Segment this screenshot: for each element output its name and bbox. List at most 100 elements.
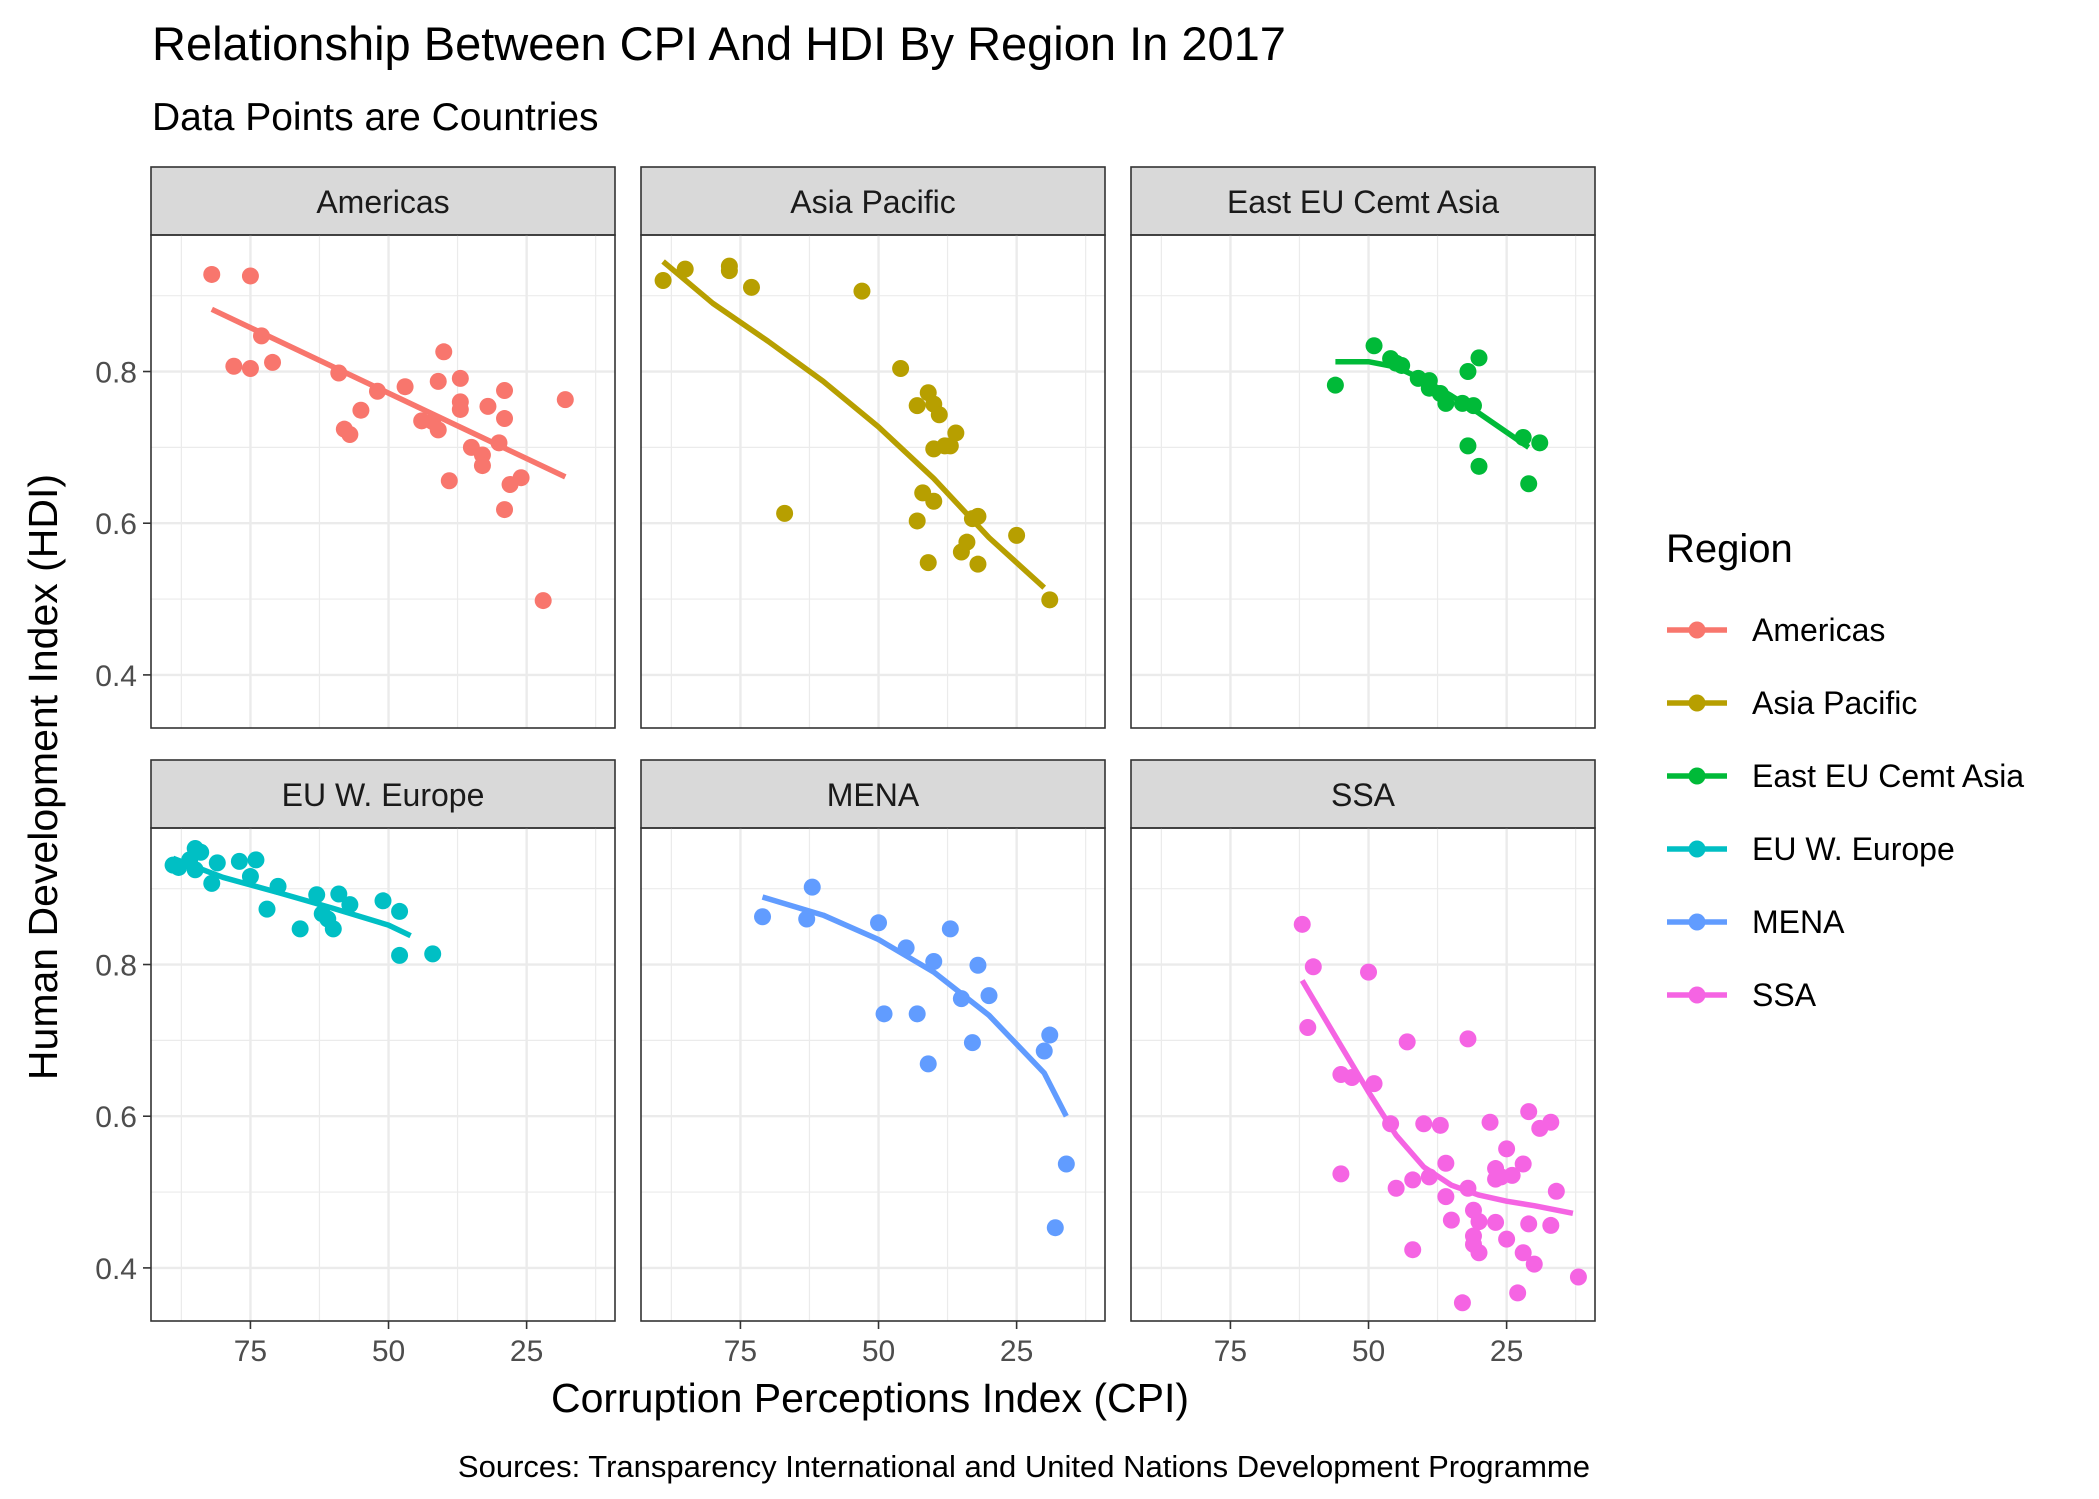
data-point-americas: [496, 381, 514, 399]
data-point-eu-w-europe: [308, 886, 326, 904]
data-point-americas: [264, 353, 282, 371]
y-tick-label: 0.6: [95, 1101, 137, 1134]
data-point-mena: [1035, 1042, 1053, 1060]
data-point-ssa: [1360, 963, 1378, 981]
data-point-mena: [980, 987, 998, 1005]
legend-key-point-mena: [1688, 913, 1706, 931]
data-point-eu-w-europe: [258, 900, 276, 918]
legend-label-eu-w-europe: EU W. Europe: [1752, 831, 1955, 867]
legend-item-americas: Americas: [1667, 612, 1885, 648]
data-point-americas: [429, 421, 447, 439]
data-point-ssa: [1525, 1255, 1543, 1273]
data-point-ssa: [1542, 1216, 1560, 1234]
facet-strip-label-asia-pacific: Asia Pacific: [790, 184, 955, 220]
facet-eu-w-europe: EU W. Europe 0.4 0.6 0.8 75 50 25: [95, 759, 616, 1368]
panel-border-asia-pacific: [640, 234, 1106, 729]
data-point-americas: [241, 267, 259, 285]
data-point-mena: [754, 908, 772, 926]
data-point-asia-pacific: [908, 512, 926, 530]
trend-line-east-eu-cemt-asia: [1335, 358, 1531, 450]
x-tick-label: 25: [1000, 1335, 1033, 1368]
data-point-east-eu-cemt-asia: [1459, 437, 1477, 455]
data-point-asia-pacific: [958, 533, 976, 551]
data-point-asia-pacific: [941, 437, 959, 455]
data-point-asia-pacific: [930, 406, 948, 424]
data-point-ssa: [1332, 1165, 1350, 1183]
y-axis-label: Human Development Index (HDI): [20, 474, 66, 1080]
chart-title: Relationship Between CPI And HDI By Regi…: [152, 17, 1286, 70]
data-point-ssa: [1569, 1268, 1587, 1286]
data-point-asia-pacific: [853, 282, 871, 300]
data-point-eu-w-europe: [192, 843, 210, 861]
facet-strip-ssa: [1130, 759, 1596, 829]
facet-strip-east-eu-cemt-asia: [1130, 166, 1596, 236]
data-point-americas: [203, 265, 221, 283]
data-point-ssa: [1520, 1215, 1538, 1233]
data-point-americas: [496, 501, 514, 519]
data-point-americas: [341, 425, 359, 443]
data-point-americas: [241, 359, 259, 377]
data-point-eu-w-europe: [424, 945, 442, 963]
facet-strip-asia-pacific: [640, 166, 1106, 236]
data-point-ssa: [1470, 1213, 1488, 1231]
data-point-ssa: [1299, 1018, 1317, 1036]
data-point-ssa: [1470, 1244, 1488, 1262]
x-tick-label: 75: [234, 1335, 267, 1368]
data-point-eu-w-europe: [247, 851, 265, 869]
data-point-ssa: [1487, 1213, 1505, 1231]
data-point-eu-w-europe: [203, 874, 221, 892]
legend-title: Region: [1666, 527, 1793, 571]
data-point-eu-w-europe: [241, 868, 259, 886]
data-point-eu-w-europe: [330, 885, 348, 903]
data-point-eu-w-europe: [208, 854, 226, 872]
x-tick-label: 25: [510, 1335, 543, 1368]
data-point-ssa: [1387, 1179, 1405, 1197]
data-point-mena: [798, 910, 816, 928]
data-point-eu-w-europe: [291, 920, 309, 938]
legend-item-east-eu-cemt-asia: East EU Cemt Asia: [1667, 758, 2024, 794]
data-point-ssa: [1481, 1113, 1499, 1131]
data-point-americas: [225, 357, 243, 375]
data-point-americas: [440, 472, 458, 490]
data-point-ssa: [1520, 1103, 1538, 1121]
data-point-ssa: [1503, 1166, 1521, 1184]
facet-strip-eu-w-europe: [150, 759, 616, 829]
data-point-ssa: [1293, 915, 1311, 933]
facet-strip-mena: [640, 759, 1106, 829]
data-point-ssa: [1437, 1154, 1455, 1172]
facet-strip-label-ssa: SSA: [1331, 777, 1396, 813]
x-tick-label: 75: [1214, 1335, 1247, 1368]
y-tick-label: 0.6: [95, 508, 137, 541]
data-point-east-eu-cemt-asia: [1326, 376, 1344, 394]
data-point-americas: [496, 410, 514, 428]
legend-key-point-asia-pacific: [1688, 694, 1706, 712]
data-point-mena: [908, 1005, 926, 1023]
legend-item-asia-pacific: Asia Pacific: [1667, 685, 1917, 721]
data-point-eu-w-europe: [391, 902, 409, 920]
x-tick-label: 75: [724, 1335, 757, 1368]
x-tick-label: 50: [372, 1335, 405, 1368]
data-point-east-eu-cemt-asia: [1437, 394, 1455, 412]
data-point-ssa: [1514, 1155, 1532, 1173]
legend: Region Americas Asia Pacific East EU Cemt …: [1666, 527, 2024, 1013]
data-point-americas: [512, 469, 530, 487]
data-point-mena: [870, 914, 888, 932]
facet-mena: MENA 75 50 25: [640, 759, 1106, 1368]
data-point-asia-pacific: [914, 484, 932, 502]
data-point-ssa: [1431, 1116, 1449, 1134]
data-point-mena: [1041, 1026, 1059, 1044]
y-tick-label: 0.8: [95, 950, 137, 983]
data-point-mena: [875, 1005, 893, 1023]
facet-ssa: SSA 75 50 25: [1130, 759, 1596, 1368]
facet-asia-pacific: Asia Pacific: [640, 166, 1106, 729]
data-point-east-eu-cemt-asia: [1459, 363, 1477, 381]
data-point-asia-pacific: [969, 555, 987, 573]
data-point-ssa: [1498, 1140, 1516, 1158]
facet-strip-label-eu-w-europe: EU W. Europe: [282, 777, 485, 813]
data-point-mena: [919, 1055, 937, 1073]
x-axis-label: Corruption Perceptions Index (CPI): [551, 1375, 1189, 1421]
data-point-ssa: [1442, 1211, 1460, 1229]
data-point-ssa: [1437, 1188, 1455, 1206]
